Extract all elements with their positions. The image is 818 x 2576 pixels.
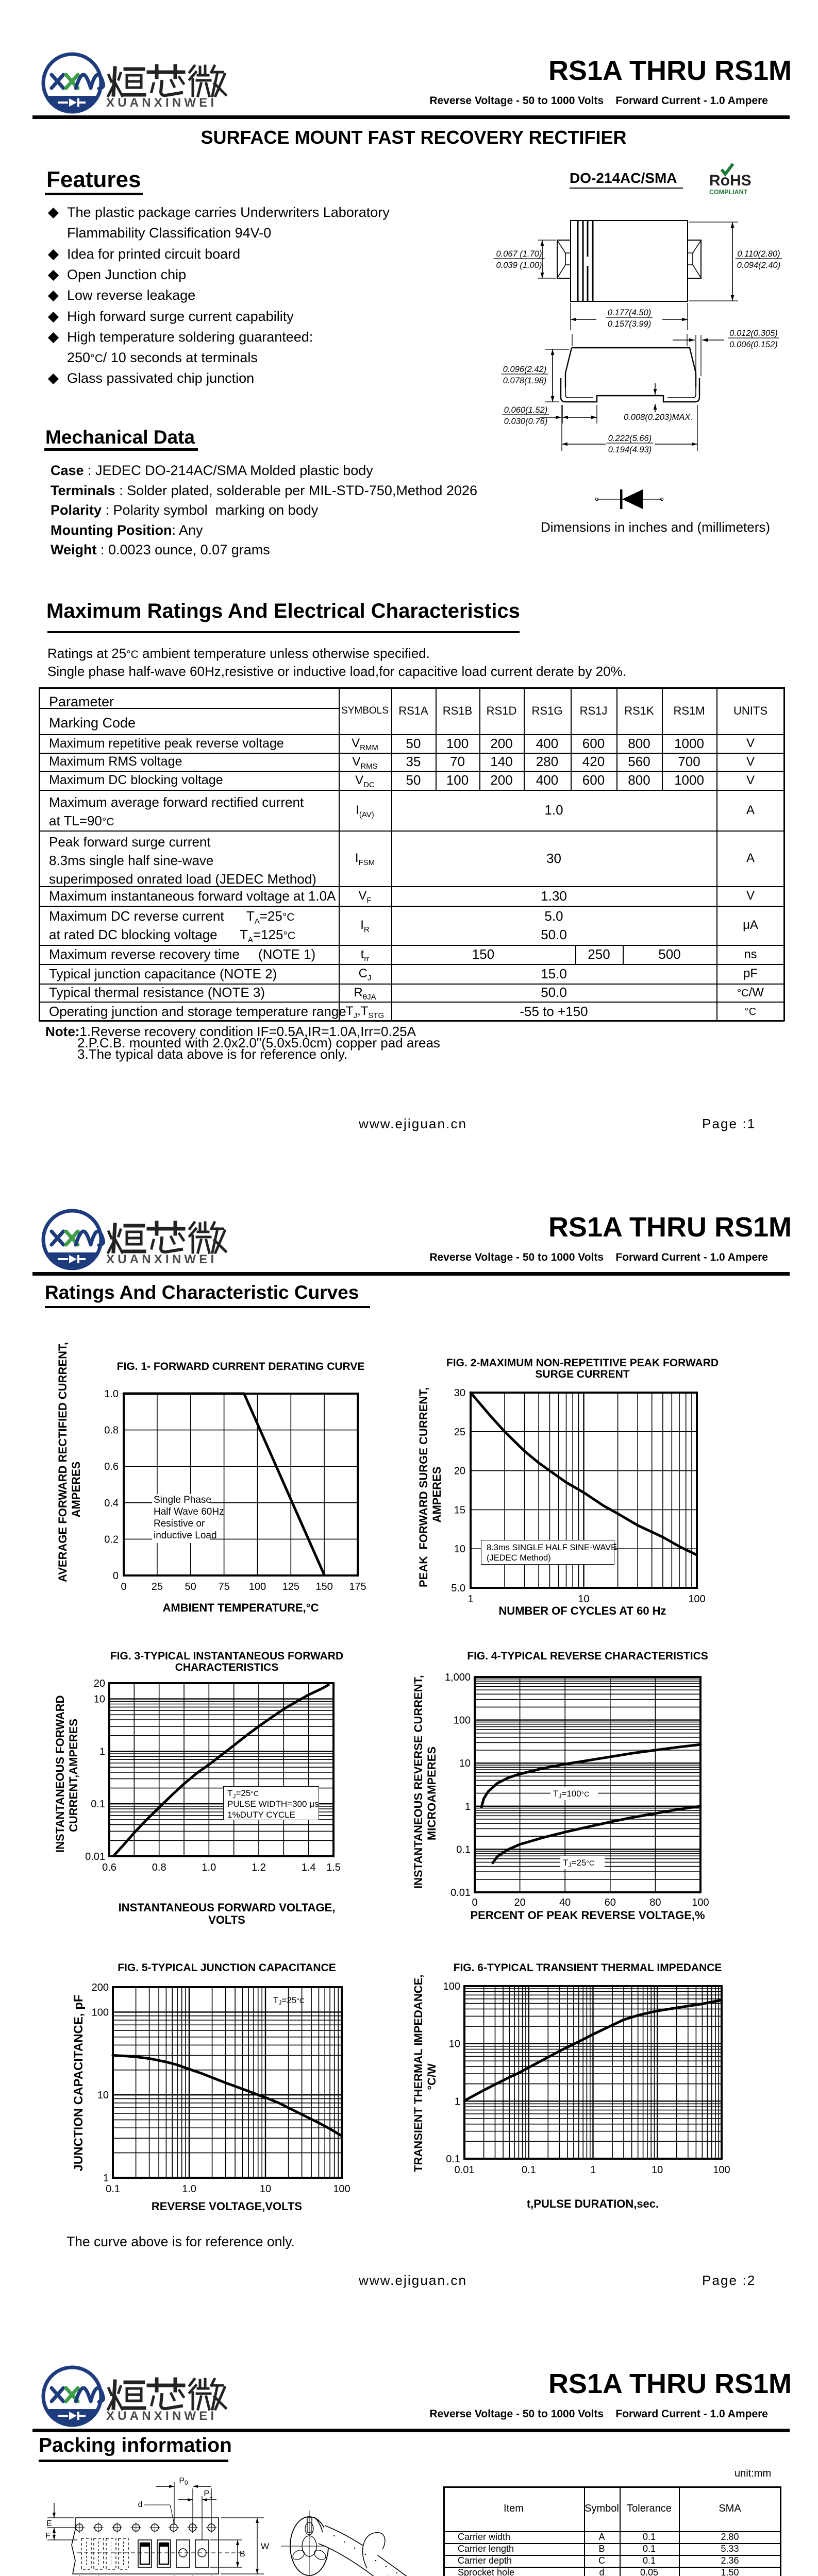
svg-text:0.094(2.40): 0.094(2.40) xyxy=(737,261,780,270)
svg-text:10: 10 xyxy=(454,1544,465,1555)
svg-text:F: F xyxy=(45,2532,51,2540)
svg-text:75: 75 xyxy=(218,1581,229,1592)
svg-text:10: 10 xyxy=(459,1758,471,1769)
svg-text:1: 1 xyxy=(455,2096,460,2107)
svg-text:Single Phase: Single Phase xyxy=(154,1495,211,1505)
svg-text:inductive Load: inductive Load xyxy=(154,1530,217,1541)
svg-text:0.6: 0.6 xyxy=(102,1862,116,1873)
svg-text:P1: P1 xyxy=(204,2489,213,2499)
svg-text:0: 0 xyxy=(121,1581,126,1592)
svg-text:1: 1 xyxy=(103,2173,109,2184)
svg-text:1,000: 1,000 xyxy=(445,1673,471,1683)
svg-text:0.012(0.305): 0.012(0.305) xyxy=(729,329,778,338)
svg-text:W: W xyxy=(261,2541,269,2551)
svg-text:25: 25 xyxy=(152,1581,163,1592)
svg-text:0.01: 0.01 xyxy=(450,1887,471,1899)
svg-text:Half Wave 60Hz: Half Wave 60Hz xyxy=(154,1506,224,1517)
svg-text:1: 1 xyxy=(99,1746,105,1757)
svg-text:80: 80 xyxy=(649,1897,661,1908)
svg-text:1.0: 1.0 xyxy=(104,1389,119,1400)
svg-text:Resistive or: Resistive or xyxy=(154,1518,205,1529)
svg-text:0.177(4.50): 0.177(4.50) xyxy=(608,308,651,317)
svg-text:1.4: 1.4 xyxy=(302,1862,316,1873)
svg-text:0.067 (1.70): 0.067 (1.70) xyxy=(496,249,542,259)
svg-text:0.1: 0.1 xyxy=(106,2183,120,2195)
svg-text:10: 10 xyxy=(260,2183,271,2195)
svg-text:E: E xyxy=(46,2519,52,2528)
svg-text:0.078(1.98): 0.078(1.98) xyxy=(503,376,546,385)
svg-text:100: 100 xyxy=(333,2183,350,2195)
svg-text:0.008(0.203)MAX.: 0.008(0.203)MAX. xyxy=(624,413,693,422)
svg-text:0.8: 0.8 xyxy=(104,1425,119,1436)
svg-text:50: 50 xyxy=(185,1581,196,1592)
svg-text:0.4: 0.4 xyxy=(104,1498,119,1509)
svg-text:20: 20 xyxy=(514,1897,525,1908)
svg-text:10: 10 xyxy=(652,2164,663,2176)
svg-text:0.194(4.93): 0.194(4.93) xyxy=(608,445,652,454)
svg-text:20: 20 xyxy=(94,1679,105,1689)
svg-text:0: 0 xyxy=(113,1570,119,1582)
svg-text:0.1: 0.1 xyxy=(522,2164,536,2176)
svg-text:100: 100 xyxy=(692,1897,709,1908)
svg-text:100: 100 xyxy=(443,1982,460,1992)
svg-text:0.1: 0.1 xyxy=(446,2154,460,2165)
svg-text:20: 20 xyxy=(454,1466,465,1477)
svg-text:d: d xyxy=(138,2500,143,2509)
svg-text:0.060(1.52): 0.060(1.52) xyxy=(504,405,547,415)
svg-text:1: 1 xyxy=(465,1801,471,1812)
svg-text:0.006(0.152): 0.006(0.152) xyxy=(729,340,778,349)
svg-text:1.0: 1.0 xyxy=(202,1862,216,1873)
svg-text:TJ=25°C: TJ=25°C xyxy=(563,1858,594,1869)
svg-text:100: 100 xyxy=(688,1594,705,1605)
svg-text:1.2: 1.2 xyxy=(252,1862,266,1873)
svg-text:1: 1 xyxy=(468,1594,473,1605)
svg-text:0.039 (1.00): 0.039 (1.00) xyxy=(496,261,542,270)
svg-text:0.6: 0.6 xyxy=(104,1461,119,1472)
svg-text:B: B xyxy=(240,2550,245,2558)
svg-text:25: 25 xyxy=(454,1427,465,1438)
svg-text:1.5: 1.5 xyxy=(326,1862,341,1873)
svg-text:1: 1 xyxy=(590,2164,596,2176)
svg-text:0.096(2.42): 0.096(2.42) xyxy=(503,365,546,374)
svg-text:10: 10 xyxy=(94,1694,105,1705)
svg-text:150: 150 xyxy=(315,1581,332,1592)
svg-text:0.8: 0.8 xyxy=(152,1862,166,1873)
svg-text:0.1: 0.1 xyxy=(456,1844,471,1855)
svg-text:5.0: 5.0 xyxy=(451,1583,465,1594)
svg-text:100: 100 xyxy=(249,1581,266,1592)
svg-text:0: 0 xyxy=(472,1897,477,1908)
svg-text:100: 100 xyxy=(92,2007,109,2018)
svg-text:0.110(2.80): 0.110(2.80) xyxy=(737,249,780,259)
svg-text:RoHS: RoHS xyxy=(709,172,752,189)
svg-text:40: 40 xyxy=(559,1897,571,1908)
svg-text:0.01: 0.01 xyxy=(85,1851,105,1862)
svg-text:0.030(0.76): 0.030(0.76) xyxy=(504,417,547,426)
svg-text:P0: P0 xyxy=(179,2477,188,2486)
svg-text:100: 100 xyxy=(454,1715,471,1726)
svg-text:10: 10 xyxy=(578,1594,589,1605)
svg-text:0.2: 0.2 xyxy=(104,1534,119,1545)
svg-text:100: 100 xyxy=(713,2164,730,2176)
svg-text:0.157(3.99): 0.157(3.99) xyxy=(608,319,651,329)
svg-text:0.222(5.66): 0.222(5.66) xyxy=(608,434,652,443)
svg-text:TJ=100°C: TJ=100°C xyxy=(553,1789,589,1800)
svg-text:TJ=25°C: TJ=25°C xyxy=(273,1995,305,2006)
svg-text:15: 15 xyxy=(454,1504,465,1516)
svg-text:0.1: 0.1 xyxy=(91,1799,105,1810)
svg-text:0.01: 0.01 xyxy=(455,2164,475,2176)
svg-text:125: 125 xyxy=(282,1581,299,1592)
svg-text:30: 30 xyxy=(454,1388,465,1399)
svg-text:60: 60 xyxy=(605,1897,616,1908)
svg-text:10: 10 xyxy=(97,2090,109,2101)
svg-text:1.0: 1.0 xyxy=(182,2183,196,2195)
svg-text:COMPLIANT: COMPLIANT xyxy=(709,189,748,196)
svg-text:175: 175 xyxy=(349,1581,366,1592)
svg-text:200: 200 xyxy=(92,1983,109,1993)
svg-text:10: 10 xyxy=(449,2039,460,2050)
